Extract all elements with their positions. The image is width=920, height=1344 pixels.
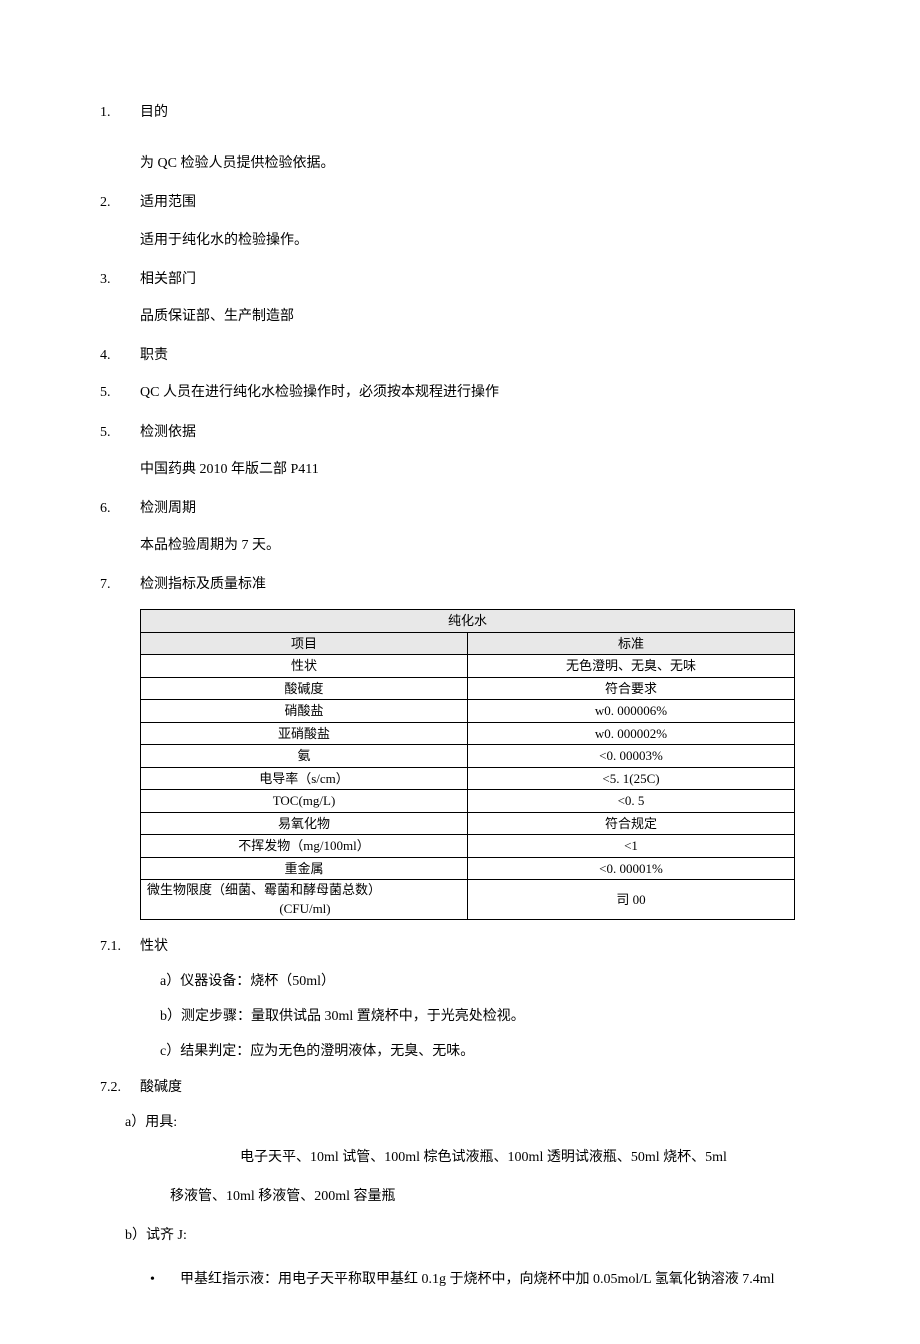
- table-cell-item: 不挥发物（mg/100ml）: [141, 835, 468, 858]
- sub-section-num: 7.2.: [100, 1075, 140, 1100]
- bullet-text: 甲基红指示液：用电子天平称取甲基红 0.1g 于烧杯中，向烧杯中加 0.05mo…: [180, 1267, 774, 1292]
- table-row: TOC(mg/L) <0. 5: [141, 790, 795, 813]
- section-num: 5.: [100, 380, 140, 405]
- item-7-1-c: c）结果判定：应为无色的澄明液体，无臭、无味。: [100, 1039, 840, 1064]
- table-row: 微生物限度（细菌、霉菌和酵母菌总数） (CFU/ml) 司 00: [141, 880, 795, 919]
- section-4: 4. 职责: [100, 343, 840, 368]
- section-title: 适用范围: [140, 190, 196, 215]
- table-cell-spec: <0. 00003%: [468, 745, 795, 768]
- table-cell-spec: 符合规定: [468, 812, 795, 835]
- item-7-2-a-content: 电子天平、10ml 试管、100ml 棕色试液瓶、100ml 透明试液瓶、50m…: [100, 1145, 840, 1170]
- section-4b: 5. QC 人员在进行纯化水检验操作时，必须按本规程进行操作: [100, 380, 840, 405]
- section-title: 目的: [140, 100, 168, 125]
- table-header-spec: 标准: [468, 632, 795, 655]
- table-row: 性状 无色澄明、无臭、无味: [141, 655, 795, 678]
- table-row: 易氧化物 符合规定: [141, 812, 795, 835]
- table-cell-spec: w0. 000002%: [468, 722, 795, 745]
- table-row: 硝酸盐 w0. 000006%: [141, 700, 795, 723]
- section-3: 3. 相关部门: [100, 267, 840, 292]
- table-cell-line2: (CFU/ml): [147, 900, 463, 918]
- table-row: 亚硝酸盐 w0. 000002%: [141, 722, 795, 745]
- table-cell-spec: <0. 00001%: [468, 857, 795, 880]
- table-cell-item: 微生物限度（细菌、霉菌和酵母菌总数） (CFU/ml): [141, 880, 468, 919]
- section-1: 1. 目的: [100, 100, 840, 125]
- table-cell-item: 重金属: [141, 857, 468, 880]
- table-cell-item: 易氧化物: [141, 812, 468, 835]
- table-cell-item: 性状: [141, 655, 468, 678]
- section-title: 检测依据: [140, 420, 196, 445]
- section-1-content: 为 QC 检验人员提供检验依据。: [100, 151, 840, 176]
- table-row: 氨 <0. 00003%: [141, 745, 795, 768]
- table-row: 酸碱度 符合要求: [141, 677, 795, 700]
- bullet-item: • 甲基红指示液：用电子天平称取甲基红 0.1g 于烧杯中，向烧杯中加 0.05…: [100, 1267, 840, 1292]
- section-num: 6.: [100, 496, 140, 521]
- table-cell-item: 酸碱度: [141, 677, 468, 700]
- table-cell-item: 电导率（s/cm）: [141, 767, 468, 790]
- section-2: 2. 适用范围: [100, 190, 840, 215]
- table-title: 纯化水: [141, 610, 795, 633]
- spec-table: 纯化水 项目 标准 性状 无色澄明、无臭、无味 酸碱度 符合要求 硝酸盐 w0.…: [140, 609, 795, 919]
- section-num: 3.: [100, 267, 140, 292]
- section-title: 检测周期: [140, 496, 196, 521]
- section-6: 6. 检测周期: [100, 496, 840, 521]
- section-3-content: 品质保证部、生产制造部: [100, 304, 840, 329]
- table-cell-spec: <5. 1(25C): [468, 767, 795, 790]
- bullet-icon: •: [150, 1267, 180, 1292]
- section-title: 检测指标及质量标准: [140, 572, 266, 597]
- section-title: QC 人员在进行纯化水检验操作时，必须按本规程进行操作: [140, 380, 499, 405]
- section-7-2: 7.2. 酸碱度: [100, 1075, 840, 1100]
- table-cell-line1: 微生物限度（细菌、霉菌和酵母菌总数）: [147, 882, 381, 897]
- table-header-item: 项目: [141, 632, 468, 655]
- table-row: 不挥发物（mg/100ml） <1: [141, 835, 795, 858]
- table-cell-spec: 无色澄明、无臭、无味: [468, 655, 795, 678]
- table-cell-spec: <0. 5: [468, 790, 795, 813]
- sub-section-num: 7.1.: [100, 934, 140, 959]
- item-7-2-a: a）用具:: [100, 1110, 840, 1135]
- section-num: 7.: [100, 572, 140, 597]
- table-cell-item: 氨: [141, 745, 468, 768]
- table-cell-spec: 司 00: [468, 880, 795, 919]
- table-cell-item: 亚硝酸盐: [141, 722, 468, 745]
- table-cell-item: TOC(mg/L): [141, 790, 468, 813]
- table-cell-spec: 符合要求: [468, 677, 795, 700]
- section-num: 5.: [100, 420, 140, 445]
- section-title: 职责: [140, 343, 168, 368]
- section-num: 4.: [100, 343, 140, 368]
- table-row: 电导率（s/cm） <5. 1(25C): [141, 767, 795, 790]
- section-7: 7. 检测指标及质量标准: [100, 572, 840, 597]
- section-5-content: 中国药典 2010 年版二部 P411: [100, 457, 840, 482]
- section-2-content: 适用于纯化水的检验操作。: [100, 228, 840, 253]
- item-7-1-b: b）测定步骤：量取供试品 30ml 置烧杯中，于光亮处检视。: [100, 1004, 840, 1029]
- section-6-content: 本品检验周期为 7 天。: [100, 533, 840, 558]
- table-row: 重金属 <0. 00001%: [141, 857, 795, 880]
- section-num: 1.: [100, 100, 140, 125]
- table-cell-item: 硝酸盐: [141, 700, 468, 723]
- item-7-1-a: a）仪器设备：烧杯（50ml）: [100, 969, 840, 994]
- section-5: 5. 检测依据: [100, 420, 840, 445]
- table-cell-spec: <1: [468, 835, 795, 858]
- section-num: 2.: [100, 190, 140, 215]
- sub-section-title: 性状: [140, 934, 168, 959]
- section-7-1: 7.1. 性状: [100, 934, 840, 959]
- item-7-2-b: b）试齐 J:: [100, 1223, 840, 1248]
- item-7-2-a-content2: 移液管、10ml 移液管、200ml 容量瓶: [100, 1184, 840, 1209]
- table-cell-spec: w0. 000006%: [468, 700, 795, 723]
- section-title: 相关部门: [140, 267, 196, 292]
- sub-section-title: 酸碱度: [140, 1075, 182, 1100]
